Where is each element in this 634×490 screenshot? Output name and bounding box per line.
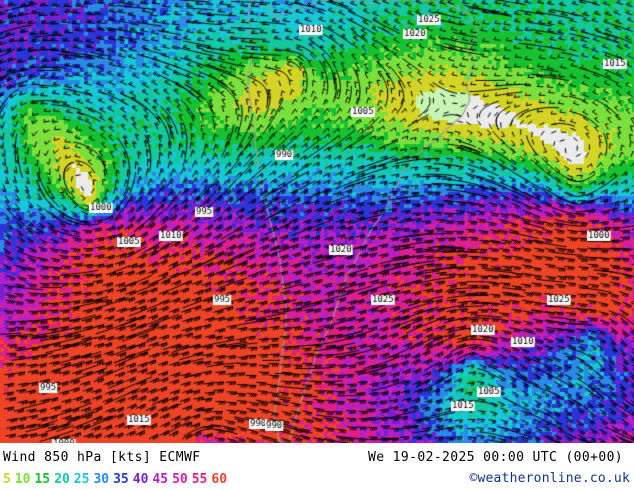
legend-tick-50: 50 bbox=[172, 471, 188, 487]
wind-speed-legend: 5 10 15 20 25 30 35 40 45 50 55 60 bbox=[3, 471, 227, 487]
legend-tick-10: 10 bbox=[14, 471, 31, 487]
legend-tick-20: 20 bbox=[54, 471, 70, 487]
legend-tick-25: 25 bbox=[73, 471, 90, 487]
legend-tick-40: 40 bbox=[132, 471, 149, 487]
legend-tick-55: 55 bbox=[191, 471, 208, 487]
legend-tick-15: 15 bbox=[34, 471, 51, 487]
legend-tick-60: 60 bbox=[211, 471, 228, 487]
legend-tick-45: 45 bbox=[152, 471, 169, 487]
weather-map[interactable] bbox=[0, 0, 634, 443]
copyright-notice: ©weatheronline.co.uk bbox=[469, 471, 630, 486]
wind-field-canvas[interactable] bbox=[0, 0, 634, 443]
legend-tick-35: 35 bbox=[113, 471, 129, 487]
map-footer: Wind 850 hPa [kts] ECMWF We 19-02-2025 0… bbox=[0, 443, 634, 490]
legend-tick-30: 30 bbox=[93, 471, 110, 487]
map-title: Wind 850 hPa [kts] ECMWF bbox=[3, 450, 201, 465]
model-run-timestamp: We 19-02-2025 00:00 UTC (00+00) bbox=[368, 450, 624, 465]
legend-tick-5: 5 bbox=[3, 471, 11, 487]
